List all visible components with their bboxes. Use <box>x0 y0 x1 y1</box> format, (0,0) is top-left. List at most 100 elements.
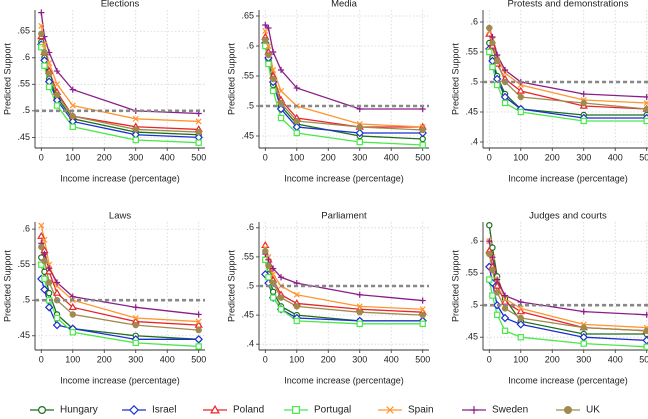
data-point <box>195 326 202 334</box>
x-tick-label: 0 <box>263 354 268 364</box>
data-point <box>53 279 61 286</box>
y-tick-label: .4 <box>470 136 478 146</box>
data-point <box>493 311 501 319</box>
data-point <box>516 86 525 94</box>
data-point <box>419 311 426 319</box>
data-point <box>269 87 277 95</box>
y-axis-label: Predicted Support <box>450 249 460 322</box>
data-point <box>486 221 493 229</box>
x-tick-label: 200 <box>321 354 336 364</box>
x-tick-label: 400 <box>384 354 399 364</box>
data-point <box>355 128 364 138</box>
x-axis-label: Income increase (percentage) <box>284 375 404 385</box>
data-point <box>356 320 363 328</box>
x-tick-label: 400 <box>384 152 399 162</box>
data-point <box>195 118 202 125</box>
data-point <box>501 66 509 74</box>
data-point <box>265 42 272 50</box>
y-tick-label: .45 <box>241 309 254 319</box>
data-point <box>69 329 76 336</box>
x-tick-label: 100 <box>513 152 528 162</box>
series-line <box>488 33 647 110</box>
x-tick-label: 200 <box>545 152 560 162</box>
data-point <box>38 222 45 229</box>
legend-marker <box>128 404 140 416</box>
legend-marker <box>292 406 301 415</box>
data-point <box>132 321 139 329</box>
data-point <box>69 311 76 318</box>
data-point <box>356 123 363 131</box>
y-axis-label: Predicted Support <box>450 42 460 115</box>
y-tick-label: .6 <box>470 16 478 26</box>
series-line <box>488 30 647 104</box>
data-point <box>52 288 62 296</box>
data-point <box>45 289 53 297</box>
data-point <box>195 318 202 325</box>
y-tick-label: .45 <box>465 106 478 116</box>
data-point <box>517 93 524 101</box>
legend-label: Portugal <box>314 405 351 416</box>
data-point <box>37 231 46 239</box>
x-tick-label: 300 <box>128 152 143 162</box>
data-point <box>643 117 648 125</box>
data-point <box>501 305 509 312</box>
y-tick-label: .6 <box>246 40 254 50</box>
y-axis-label: Predicted Support <box>226 42 236 115</box>
y-tick-label: .5 <box>470 76 478 86</box>
x-tick-label: 300 <box>128 354 143 364</box>
data-point <box>293 291 300 298</box>
x-tick-label: 100 <box>289 152 304 162</box>
data-point <box>41 62 48 69</box>
x-tick-label: 400 <box>608 152 623 162</box>
data-point <box>270 265 277 272</box>
x-tick-label: 200 <box>97 152 112 162</box>
data-point <box>270 48 277 56</box>
x-tick-label: 300 <box>352 152 367 162</box>
data-point <box>293 317 300 325</box>
data-point <box>41 49 48 56</box>
data-point <box>46 265 53 272</box>
data-point <box>643 311 648 318</box>
legend-label: UK <box>586 405 600 416</box>
y-tick-label: .55 <box>17 259 30 269</box>
legend-label: Israel <box>152 405 176 416</box>
data-point <box>276 104 286 114</box>
data-point <box>132 304 139 311</box>
y-tick-label: .6 <box>22 52 30 62</box>
data-point <box>500 313 510 323</box>
data-point <box>38 30 45 38</box>
series-line <box>40 243 199 316</box>
series-line <box>264 247 423 310</box>
x-tick-label: 500 <box>191 354 206 364</box>
y-tick-label: .45 <box>17 330 30 340</box>
data-point <box>419 297 426 304</box>
data-point <box>277 66 285 74</box>
series-line <box>264 36 423 128</box>
data-point <box>269 75 277 83</box>
legend-marker <box>470 406 478 414</box>
data-point <box>270 271 277 278</box>
series-line <box>488 253 647 332</box>
data-point <box>419 320 426 328</box>
data-point <box>486 48 493 56</box>
series-line <box>264 250 423 316</box>
x-tick-label: 200 <box>321 152 336 162</box>
data-point <box>486 276 493 283</box>
x-tick-label: 300 <box>576 152 591 162</box>
x-tick-label: 400 <box>160 152 175 162</box>
data-point <box>486 238 493 245</box>
y-tick-label: .5 <box>246 100 254 110</box>
data-point <box>195 343 202 350</box>
y-tick-label: .5 <box>22 105 30 115</box>
data-point <box>52 320 62 330</box>
data-point <box>45 70 53 77</box>
y-axis-label: Predicted Support <box>2 42 12 115</box>
y-axis-label: Predicted Support <box>226 249 236 322</box>
data-point <box>265 60 272 68</box>
data-point <box>132 339 139 347</box>
data-point <box>489 63 496 71</box>
data-point <box>489 292 496 299</box>
y-tick-label: .4 <box>246 339 254 349</box>
y-tick-label: .6 <box>246 222 254 232</box>
